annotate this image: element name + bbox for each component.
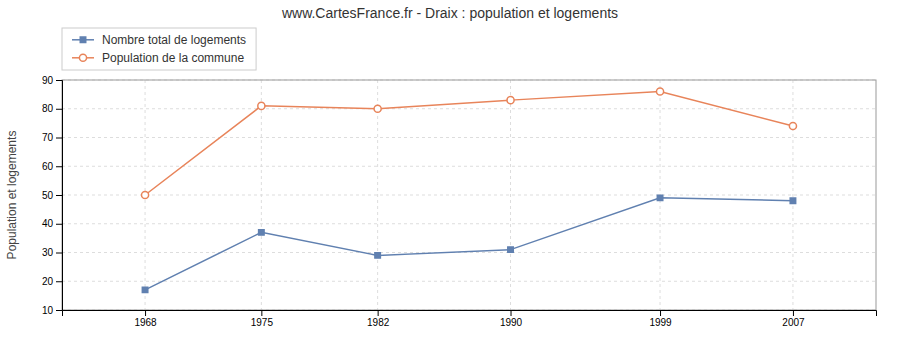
tick-mark <box>56 138 62 139</box>
tick-mark <box>261 310 262 316</box>
tick-mark <box>56 195 62 196</box>
point <box>656 88 663 95</box>
tick-mark <box>56 224 62 225</box>
tick-mark <box>793 310 794 316</box>
tick-mark <box>56 80 62 81</box>
grid-line-x <box>261 80 262 310</box>
legend: Nombre total de logements Population de l… <box>62 28 256 70</box>
legend-item: Nombre total de logements <box>72 33 246 47</box>
tick-label: 50 <box>42 190 54 201</box>
point <box>375 253 380 258</box>
tick-mark <box>378 310 379 316</box>
tick: 80 <box>42 103 62 114</box>
tick: 70 <box>42 132 62 143</box>
legend-label: Population de la commune <box>102 51 244 65</box>
grid-line-x <box>377 80 378 310</box>
series-line <box>145 92 793 196</box>
grid-line-y <box>62 281 876 282</box>
tick-mark <box>56 310 62 311</box>
tick-label: 10 <box>42 305 54 316</box>
grid-line-x <box>510 80 511 310</box>
point <box>790 198 795 203</box>
tick: 1968 <box>134 310 157 328</box>
tick-label: 1975 <box>251 317 274 328</box>
axis-line <box>56 81 63 311</box>
chart: www.CartesFrance.fr - Draix : population… <box>0 0 900 340</box>
tick-label: 90 <box>42 75 54 86</box>
point <box>258 102 265 109</box>
title: www.CartesFrance.fr - Draix : population… <box>281 5 618 21</box>
tick: 10 <box>42 305 62 316</box>
tick: 2007 <box>782 310 805 328</box>
tick-label: 1982 <box>367 317 390 328</box>
grid-line-y <box>62 108 876 109</box>
legend-frame <box>62 28 256 70</box>
plot: 1968 1975 1982 1990 1999 2007 10 20 30 40 50 60 70 80… <box>42 75 877 328</box>
tick-mark <box>145 310 146 316</box>
tick: 20 <box>42 276 62 287</box>
legend-label: Nombre total de logements <box>102 33 246 47</box>
tick: 1999 <box>649 310 672 328</box>
tick-label: 1990 <box>500 317 523 328</box>
tick: 30 <box>42 247 62 258</box>
plot-frame <box>62 80 876 310</box>
tick-mark <box>56 253 62 254</box>
grid-line-x <box>792 80 793 310</box>
tick-mark <box>56 281 62 282</box>
tick-label: 20 <box>42 276 54 287</box>
x-axis: 1968 1975 1982 1990 1999 2007 <box>63 310 877 328</box>
legend-item: Population de la commune <box>72 51 244 65</box>
tick-mark <box>660 310 661 316</box>
tick: 1982 <box>367 310 390 328</box>
legend-symbol <box>80 37 85 42</box>
tick: 1990 <box>500 310 523 328</box>
point <box>789 122 796 129</box>
point <box>507 97 514 104</box>
tick-label: 70 <box>42 132 54 143</box>
tick: 1975 <box>251 310 274 328</box>
tick: 60 <box>42 161 62 172</box>
tick: 40 <box>42 218 62 229</box>
tick-mark <box>56 109 62 110</box>
tick-mark <box>511 310 512 316</box>
point <box>508 247 513 252</box>
grid-line-y <box>62 223 876 224</box>
axis-line <box>63 311 877 317</box>
tick-label: 1968 <box>134 317 157 328</box>
legend-items: Nombre total de logements Population de l… <box>72 33 246 65</box>
tick-label: 80 <box>42 103 54 114</box>
point <box>374 105 381 112</box>
grid-line-y <box>62 195 876 196</box>
tick-label: 40 <box>42 218 54 229</box>
point <box>657 195 662 200</box>
y-axis-label: Population et logements <box>5 131 19 260</box>
tick-label: 1999 <box>649 317 672 328</box>
legend-symbol <box>79 54 86 61</box>
point <box>259 230 264 235</box>
tick-label: 2007 <box>782 317 805 328</box>
grid <box>62 80 876 310</box>
point <box>142 287 147 292</box>
tick: 50 <box>42 190 62 201</box>
series-line <box>145 198 793 290</box>
tick-label: 30 <box>42 247 54 258</box>
grid-line-y <box>62 137 876 138</box>
tick-mark <box>56 166 62 167</box>
tick: 90 <box>42 75 62 86</box>
y-axis: 10 20 30 40 50 60 70 80 90 <box>42 75 63 316</box>
tick-label: 60 <box>42 161 54 172</box>
point <box>141 191 148 198</box>
marks <box>141 88 796 293</box>
